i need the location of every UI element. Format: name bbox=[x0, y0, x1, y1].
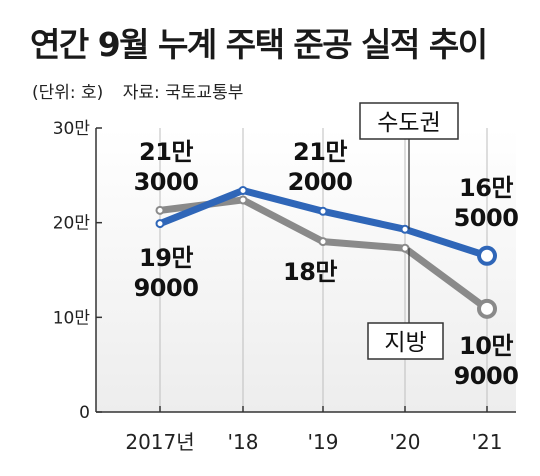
x-tick-label: '21 bbox=[472, 430, 503, 454]
data-point-jibang-1 bbox=[238, 195, 248, 205]
x-tick-label: '19 bbox=[308, 430, 339, 454]
y-tick-label: 20만 bbox=[53, 214, 91, 234]
data-point-jibang-0 bbox=[155, 205, 165, 215]
data-label: 16만 bbox=[459, 174, 513, 202]
legend-box-jibang bbox=[367, 322, 444, 360]
legend-label-jibang: 지방 bbox=[384, 330, 426, 356]
data-point-sudogwon-4 bbox=[477, 245, 497, 266]
data-point-jibang-3 bbox=[400, 243, 410, 253]
data-label: 9000 bbox=[134, 274, 199, 302]
x-tick-label: '18 bbox=[228, 430, 259, 454]
legend-box-sudogwon bbox=[359, 102, 459, 140]
source-note: 자료: 국토교통부 bbox=[122, 83, 244, 103]
x-tick-label: '20 bbox=[390, 430, 421, 454]
data-point-sudogwon-2 bbox=[318, 206, 328, 216]
x-tick-label: 2017년 bbox=[125, 430, 194, 454]
chart-title: 연간 9월 누계 주택 준공 실적 추이 bbox=[30, 25, 488, 64]
data-label: 9000 bbox=[454, 362, 519, 390]
data-point-sudogwon-3 bbox=[400, 224, 410, 234]
unit-note: (단위: 호) bbox=[32, 83, 104, 103]
data-label: 19만 bbox=[139, 244, 193, 272]
y-tick-label: 10만 bbox=[53, 308, 91, 328]
chart-meta: (단위: 호) 자료: 국토교통부 bbox=[32, 78, 243, 103]
data-label: 18만 bbox=[283, 258, 337, 286]
legend-label-sudogwon: 수도권 bbox=[377, 110, 440, 136]
data-point-jibang-4 bbox=[477, 298, 497, 319]
data-point-jibang-2 bbox=[318, 237, 328, 247]
data-label: 3000 bbox=[134, 168, 199, 196]
data-point-sudogwon-1 bbox=[238, 185, 248, 195]
data-point-sudogwon-0 bbox=[155, 219, 165, 229]
data-label: 21만 bbox=[293, 138, 347, 166]
y-tick-label: 30만 bbox=[53, 119, 91, 139]
data-label: 5000 bbox=[454, 204, 519, 232]
data-label: 10만 bbox=[459, 332, 513, 360]
data-label: 21만 bbox=[139, 138, 193, 166]
y-tick-label: 0 bbox=[79, 403, 90, 423]
plot-area bbox=[96, 128, 516, 412]
data-label: 2000 bbox=[288, 168, 353, 196]
